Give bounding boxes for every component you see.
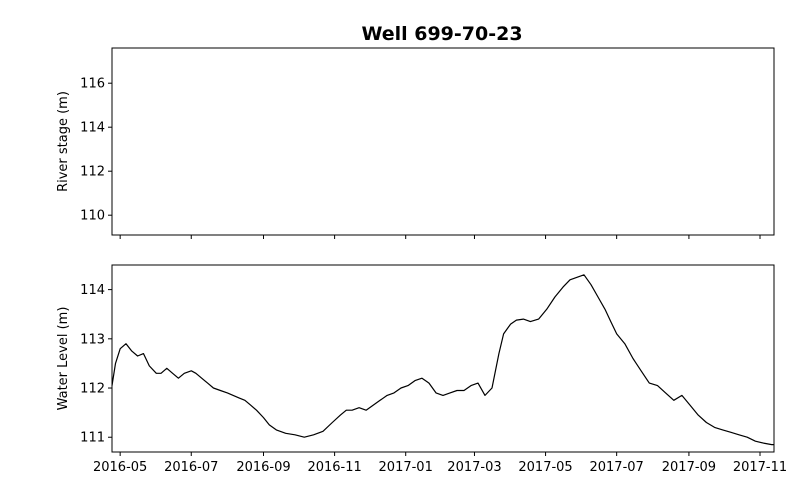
x-tick-label: 2017-11 [733,460,787,475]
y-tick-label: 112 [80,382,105,397]
x-tick-label: 2016-05 [93,460,147,475]
x-tick-label: 2016-09 [236,460,290,475]
y-tick-label: 112 [80,165,105,180]
plot-frame [111,47,775,236]
water-level-panel: 111 112 113 114 2016-05 2016-07 2016-09 2016-11… [56,264,787,475]
x-tick-label: 2017-01 [379,460,433,475]
y-axis-label: River stage (m) [56,91,71,192]
x-tick-label: 2017-03 [447,460,501,475]
y-tick-label: 114 [80,283,105,298]
y-tick-label: 113 [80,332,105,347]
water-level-line [111,274,774,446]
x-tick-label: 2017-05 [518,460,572,475]
y-tick-label: 116 [80,77,105,92]
y-axis-label: Water Level (m) [56,307,71,411]
y-tick-label: 111 [80,431,105,446]
x-tick-label: 2016-07 [164,460,218,475]
x-tick-label: 2017-09 [662,460,716,475]
y-tick-label: 114 [80,121,105,136]
plot-frame [111,264,775,453]
x-tick-label: 2016-11 [307,460,361,475]
x-tick-label: 2017-07 [589,460,643,475]
river-stage-panel: 110 112 114 116 River stage (m) [56,47,775,239]
chart-title: Well 699-70-23 [361,23,522,45]
y-tick-label: 110 [80,209,105,224]
